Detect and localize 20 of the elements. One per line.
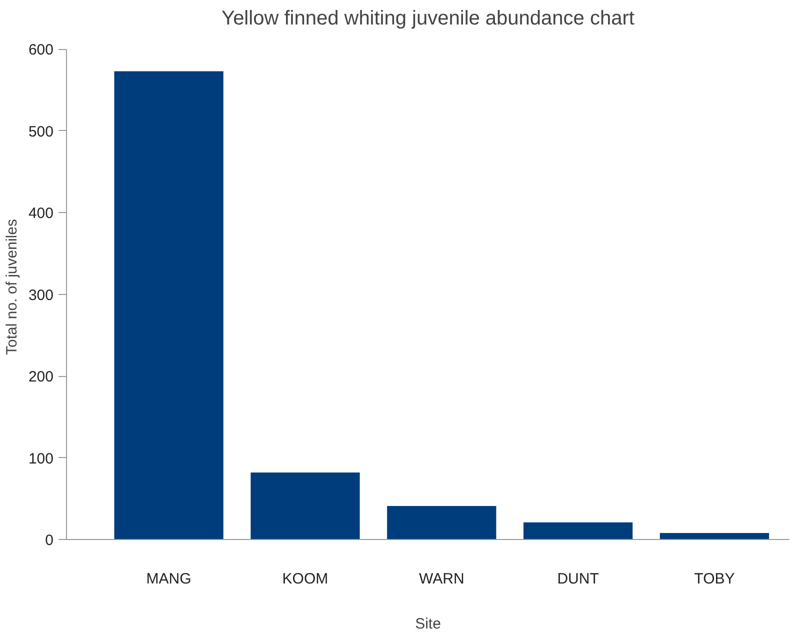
y-tick-label: 0 [45, 532, 54, 549]
x-tick-label: TOBY [694, 570, 735, 588]
bar [523, 522, 633, 540]
y-tick-label: 500 [28, 123, 54, 140]
x-tick-label: WARN [419, 570, 464, 588]
x-tick-label: DUNT [557, 570, 599, 588]
x-tick-label: KOOM [282, 570, 328, 588]
bar [660, 532, 770, 540]
y-axis-title: Total no. of juveniles [3, 219, 20, 355]
y-tick-label: 600 [28, 42, 54, 59]
y-tick-label: 100 [28, 450, 54, 468]
chart-title: Yellow finned whiting juvenile abundance chart [222, 8, 635, 30]
bar [250, 472, 360, 540]
y-tick-label: 400 [28, 205, 54, 222]
x-tick-label: MANG [146, 570, 192, 588]
bar [114, 71, 224, 540]
bar [387, 506, 496, 540]
y-tick-label: 200 [28, 368, 54, 386]
y-tick-label: 300 [28, 286, 54, 304]
x-axis-title: Site [415, 616, 441, 632]
